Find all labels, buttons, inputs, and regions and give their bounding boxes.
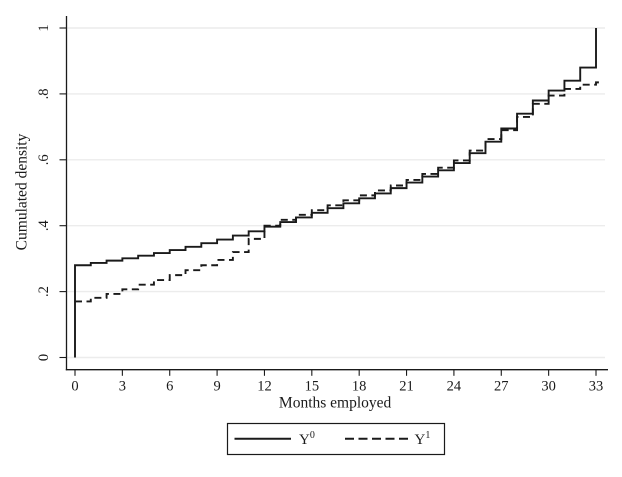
series-line-Y0 <box>74 28 597 358</box>
y-axis-title: Cumulated density <box>14 133 31 250</box>
legend-label-Y1: Y1 <box>415 430 431 448</box>
y-tick-label: .8 <box>36 88 52 99</box>
y-tick-label: .2 <box>36 286 52 297</box>
y-tick-label: 1 <box>36 24 52 31</box>
legend-label-Y0: Y0 <box>299 430 315 448</box>
y-tick-label: 0 <box>36 354 52 361</box>
x-axis-title: Months employed <box>279 395 392 412</box>
y-tick-label: .4 <box>36 220 52 232</box>
x-tick-label: 30 <box>541 379 556 395</box>
y-tick-label: .6 <box>36 154 52 165</box>
x-tick-label: 15 <box>305 379 320 395</box>
x-tick-label: 33 <box>589 379 604 395</box>
x-tick-label: 27 <box>494 379 509 395</box>
x-tick-label: 9 <box>213 379 220 395</box>
x-tick-label: 18 <box>352 379 367 395</box>
x-tick-label: 24 <box>447 379 462 395</box>
x-tick-label: 12 <box>257 379 272 395</box>
x-tick-label: 6 <box>166 379 173 395</box>
x-tick-label: 3 <box>119 379 126 395</box>
x-tick-label: 21 <box>399 379 414 395</box>
x-tick-label: 0 <box>71 379 78 395</box>
series-line-Y1 <box>75 81 602 303</box>
